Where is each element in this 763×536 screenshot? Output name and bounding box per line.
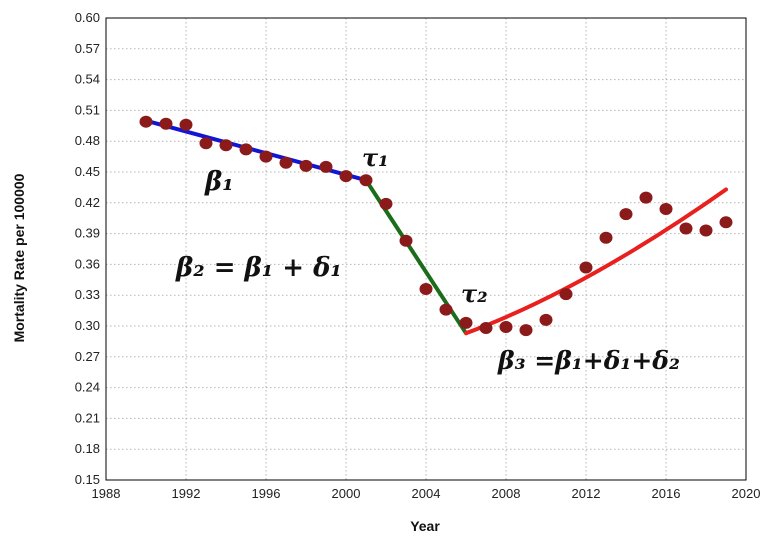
data-point [299,159,313,172]
x-tick-label: 2000 [332,486,361,501]
data-point [639,191,653,204]
fit-lines [144,118,728,336]
data-point [679,222,693,235]
data-point [559,288,573,301]
x-tick-label: 2008 [492,486,521,501]
x-tick-label: 2004 [412,486,441,501]
data-point [279,156,293,169]
data-point [219,139,233,152]
y-tick-label: 0.42 [75,195,100,210]
grid [105,17,747,481]
x-axis-label: Year [410,518,440,534]
y-tick-label: 0.48 [75,133,100,148]
data-point [139,115,153,128]
x-tick-label: 2016 [652,486,681,501]
data-point [399,234,413,247]
y-tick-label: 0.54 [75,72,100,87]
data-points [139,115,733,337]
data-point [159,117,173,130]
y-tick-label: 0.39 [75,226,100,241]
annotation-beta2: β₂ = β₁ + δ₁ [175,253,342,283]
data-point [439,303,453,316]
data-point [479,322,493,335]
y-tick-label: 0.57 [75,41,100,56]
data-point [619,208,633,221]
data-point [199,137,213,150]
y-tick-label: 0.15 [75,472,100,487]
data-point [719,216,733,229]
data-point [499,321,513,334]
x-tick-label: 1988 [92,486,121,501]
y-tick-labels: 0.15 0.18 0.21 0.24 0.27 0.30 0.33 0.36 0.39 0.42… [75,10,100,487]
annotation-beta1: β₁ [204,167,234,197]
data-point [579,261,593,274]
y-tick-label: 0.36 [75,256,100,271]
annotation-beta3: β₃ =β₁+δ₁+δ₂ [497,346,680,375]
x-tick-labels: 1988 1992 1996 2000 2004 2008 2012 2016 2020 [92,486,761,501]
y-tick-label: 0.21 [75,410,100,425]
x-tick-label: 1996 [252,486,281,501]
y-tick-label: 0.18 [75,441,100,456]
y-tick-label: 0.24 [75,380,100,395]
data-point [419,283,433,296]
segment-1-line [144,118,368,183]
data-point [379,197,393,210]
annotation-tau1: τ₁ [362,143,389,172]
data-point [239,143,253,156]
x-tick-label: 1992 [172,486,201,501]
data-point [599,231,613,244]
y-tick-label: 0.30 [75,318,100,333]
data-point [179,118,193,131]
annotation-tau2: τ₂ [461,279,488,308]
x-tick-label: 2020 [732,486,761,501]
y-axis-label: Mortality Rate per 100000 [11,173,27,342]
data-point [259,150,273,163]
y-tick-label: 0.27 [75,349,100,364]
data-point [699,224,713,237]
data-point [539,313,553,326]
x-tick-label: 2012 [572,486,601,501]
y-tick-label: 0.33 [75,287,100,302]
data-point [519,324,533,337]
data-point [339,170,353,183]
plot-frame [105,17,747,481]
data-point [659,202,673,215]
data-point [359,174,373,187]
y-tick-label: 0.51 [75,102,100,117]
segment-3-line [464,187,728,336]
data-point [319,160,333,173]
y-tick-label: 0.45 [75,164,100,179]
y-tick-label: 0.60 [75,10,100,25]
data-point [459,316,473,329]
